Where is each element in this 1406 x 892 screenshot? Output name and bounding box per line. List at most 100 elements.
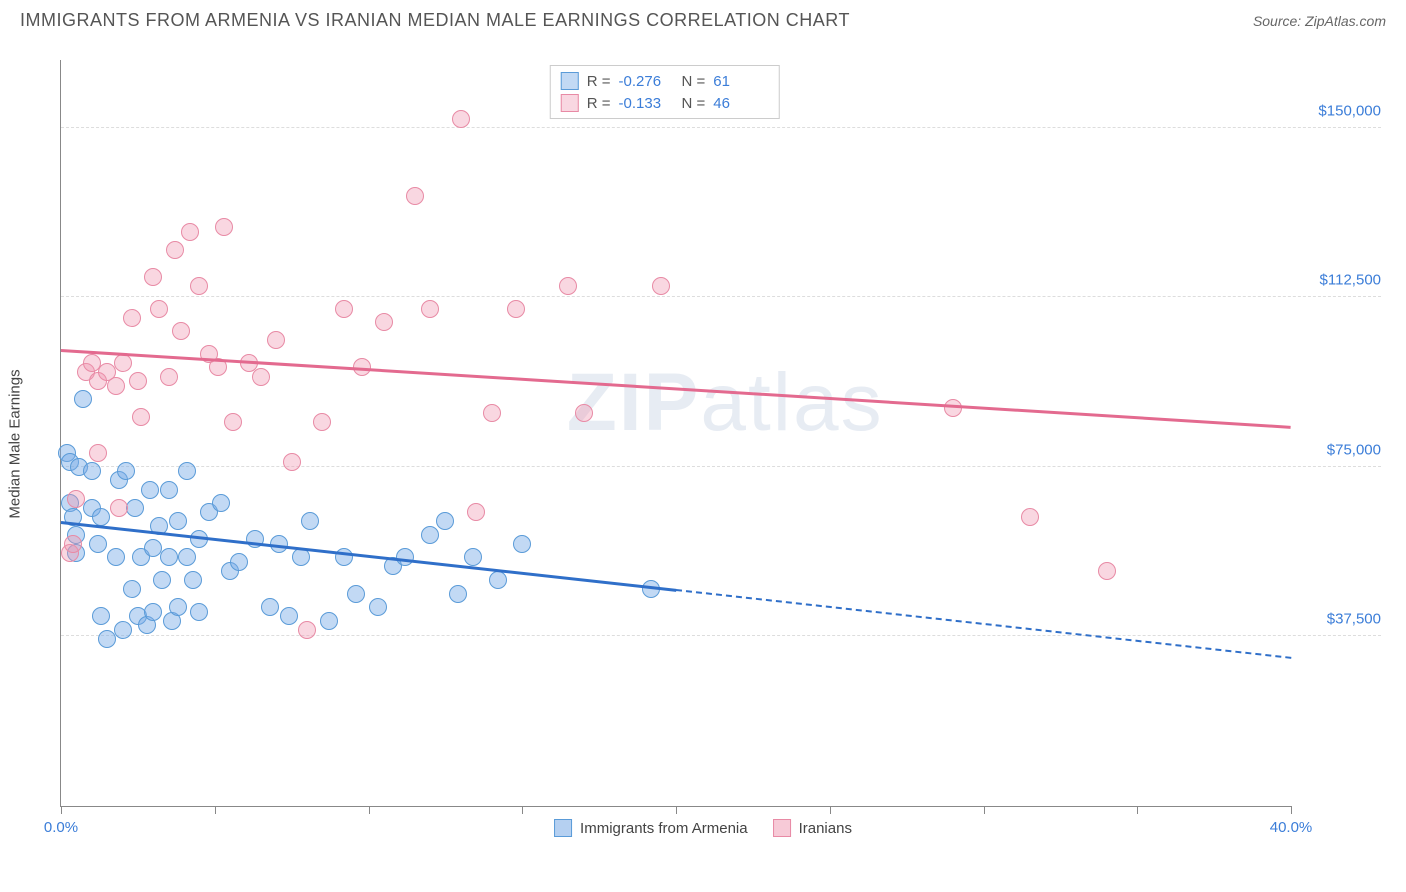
data-point	[144, 268, 162, 286]
data-point	[132, 408, 150, 426]
legend-r-label: R =	[587, 73, 611, 90]
data-point	[166, 241, 184, 259]
data-point	[449, 585, 467, 603]
x-tick	[61, 806, 62, 814]
data-point	[283, 453, 301, 471]
data-point	[107, 548, 125, 566]
data-point	[129, 372, 147, 390]
x-tick	[215, 806, 216, 814]
data-point	[141, 481, 159, 499]
data-point	[421, 526, 439, 544]
data-point	[513, 535, 531, 553]
legend-swatch	[561, 72, 579, 90]
x-tick-label: 0.0%	[44, 819, 78, 836]
data-point	[114, 621, 132, 639]
data-point	[652, 277, 670, 295]
data-point	[169, 598, 187, 616]
x-tick	[1137, 806, 1138, 814]
y-tick-label: $112,500	[1296, 272, 1381, 289]
data-point	[190, 603, 208, 621]
grid-line	[61, 635, 1381, 636]
data-point	[160, 368, 178, 386]
data-point	[178, 548, 196, 566]
legend-n-label: N =	[682, 95, 706, 112]
data-point	[452, 110, 470, 128]
data-point	[114, 354, 132, 372]
data-point	[261, 598, 279, 616]
data-point	[110, 499, 128, 517]
y-axis-title: Median Male Earnings	[7, 369, 24, 518]
data-point	[1098, 562, 1116, 580]
chart-container: Median Male Earnings ZIPatlas R = -0.276…	[20, 45, 1386, 842]
data-point	[212, 494, 230, 512]
x-tick	[1291, 806, 1292, 814]
x-tick-label: 40.0%	[1270, 819, 1313, 836]
data-point	[944, 399, 962, 417]
data-point	[483, 404, 501, 422]
data-point	[267, 331, 285, 349]
data-point	[375, 313, 393, 331]
data-point	[190, 277, 208, 295]
stats-legend: R = -0.276N = 61R = -0.133N = 46	[550, 65, 780, 119]
x-tick	[369, 806, 370, 814]
data-point	[559, 277, 577, 295]
trend-line	[676, 589, 1291, 659]
data-point	[280, 607, 298, 625]
series-legend: Immigrants from Armenia Iranians	[554, 819, 852, 837]
data-point	[335, 300, 353, 318]
grid-line	[61, 466, 1381, 467]
data-point	[292, 548, 310, 566]
data-point	[150, 300, 168, 318]
data-point	[575, 404, 593, 422]
y-tick-label: $150,000	[1296, 102, 1381, 119]
data-point	[224, 413, 242, 431]
data-point	[89, 444, 107, 462]
data-point	[153, 571, 171, 589]
y-tick-label: $75,000	[1296, 441, 1381, 458]
data-point	[298, 621, 316, 639]
data-point	[252, 368, 270, 386]
legend-r-value: -0.133	[619, 95, 674, 112]
data-point	[123, 580, 141, 598]
data-point	[92, 508, 110, 526]
data-point	[467, 503, 485, 521]
data-point	[83, 462, 101, 480]
data-point	[406, 187, 424, 205]
legend-item: Immigrants from Armenia	[554, 819, 748, 837]
data-point	[74, 390, 92, 408]
data-point	[172, 322, 190, 340]
data-point	[181, 223, 199, 241]
grid-line	[61, 296, 1381, 297]
legend-swatch	[773, 819, 791, 837]
legend-row: R = -0.133N = 46	[561, 92, 769, 114]
data-point	[89, 535, 107, 553]
data-point	[64, 535, 82, 553]
legend-item: Iranians	[773, 819, 852, 837]
legend-r-value: -0.276	[619, 73, 674, 90]
legend-n-label: N =	[682, 73, 706, 90]
data-point	[184, 571, 202, 589]
data-point	[215, 218, 233, 236]
legend-swatch	[561, 94, 579, 112]
data-point	[123, 309, 141, 327]
data-point	[436, 512, 454, 530]
data-point	[160, 481, 178, 499]
x-tick	[676, 806, 677, 814]
grid-line	[61, 127, 1381, 128]
data-point	[347, 585, 365, 603]
x-tick	[522, 806, 523, 814]
data-point	[421, 300, 439, 318]
data-point	[107, 377, 125, 395]
data-point	[92, 607, 110, 625]
legend-n-value: 61	[713, 73, 768, 90]
data-point	[126, 499, 144, 517]
plot-area: ZIPatlas R = -0.276N = 61R = -0.133N = 4…	[60, 60, 1291, 807]
data-point	[169, 512, 187, 530]
data-point	[178, 462, 196, 480]
y-tick-label: $37,500	[1296, 611, 1381, 628]
data-point	[144, 603, 162, 621]
trend-line	[61, 349, 1291, 428]
data-point	[507, 300, 525, 318]
data-point	[313, 413, 331, 431]
data-point	[67, 490, 85, 508]
